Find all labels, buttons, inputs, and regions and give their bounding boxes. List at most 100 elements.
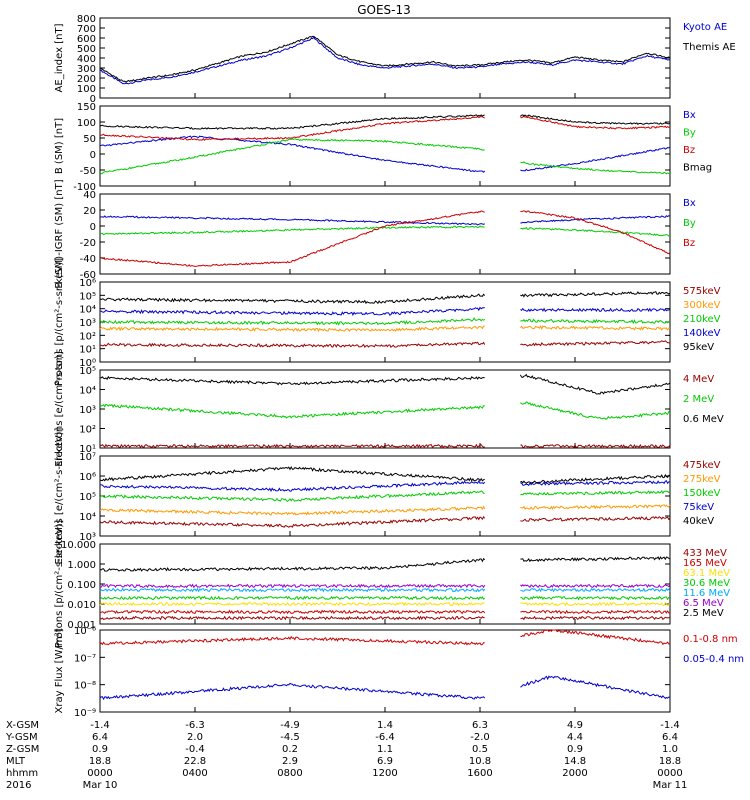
legend-bx: Bx: [683, 110, 696, 121]
series-line: [99, 114, 671, 130]
panel-3: 10⁰ 10¹ 10² 10³ 10⁴ 10⁵ 10⁶ Protons [p/(cm²-s-s…: [54, 258, 721, 386]
legend-275kev: 275keV: [683, 474, 721, 485]
y-tick-label: 10⁻⁷: [74, 653, 96, 664]
y-tick-label: 500: [77, 44, 96, 55]
y-tick-label: 10³: [79, 318, 96, 329]
x-axis-tick-label: -0.4: [185, 744, 205, 755]
x-axis-tick-label: 6.3: [472, 720, 488, 731]
legend-0.05-0.4-nm: 0.05-0.4 nm: [683, 654, 744, 665]
y-tick-label: 10³: [79, 405, 96, 416]
y-tick-label: 10⁴: [79, 305, 96, 316]
x-axis-tick-label: -6.4: [375, 732, 395, 743]
y-tick-label: 40: [83, 190, 96, 201]
y-tick-label: 0.010: [67, 600, 96, 611]
legend-bz: Bz: [683, 238, 695, 249]
series-line: [99, 615, 671, 621]
y-axis-label: Protons [p/(cm²-s-sr-keV)]: [54, 520, 65, 648]
legend-themis-ae: Themis AE: [682, 42, 736, 53]
y-tick-label: 10¹: [79, 345, 96, 356]
series-line: [99, 138, 671, 175]
y-tick-label: 10²: [79, 425, 96, 436]
y-tick-label: 150: [77, 102, 96, 113]
y-tick-label: 100: [77, 118, 96, 129]
x-axis-tick-label: Mar 10: [83, 780, 118, 791]
x-axis-tick-label: 1.4: [377, 720, 393, 731]
series-line: [99, 36, 671, 85]
legend-475kev: 475keV: [683, 460, 721, 471]
x-axis-tick-label: 1.1: [377, 744, 393, 755]
y-tick-label: 10⁻⁸: [74, 681, 96, 692]
x-axis-tick-label: 2.0: [187, 732, 203, 743]
legend-0.6-mev: 0.6 MeV: [683, 414, 724, 425]
legend-by: By: [683, 218, 696, 229]
x-axis-tick-label: 1200: [372, 768, 397, 779]
series-line: [99, 465, 671, 484]
x-axis-row-label: hhmm: [6, 768, 38, 779]
y-axis-label: Protons [p/(cm²-s-sr-keV)]: [54, 258, 65, 386]
series-line: [99, 210, 671, 268]
legend-kyoto-ae: Kyoto AE: [683, 22, 727, 33]
legend-11.6-mev: 11.6 MeV: [683, 588, 730, 599]
series-line: [99, 115, 671, 141]
legend-150kev: 150keV: [683, 488, 721, 499]
legend-140kev: 140keV: [683, 328, 721, 339]
x-axis-tick-label: 0000: [87, 768, 112, 779]
y-tick-label: -50: [80, 166, 96, 177]
x-axis-tick-label: 22.8: [184, 756, 206, 767]
y-axis-label: Electrons [e/(cm²-s-sr-keV)]: [54, 427, 65, 564]
series-line: [99, 609, 671, 615]
y-tick-label: 10⁵: [79, 366, 96, 377]
x-axis-tick-label: -6.3: [185, 720, 205, 731]
panel-4: 10¹ 10² 10³ 10⁴ 10⁵ Electrons [e/(cm²-s-sr)] 4…: [54, 351, 724, 467]
x-axis-tick-label: 1600: [467, 768, 492, 779]
series-line: [99, 489, 671, 502]
y-tick-label: 10⁷: [79, 452, 96, 463]
series-line: [99, 324, 671, 333]
x-axis-tick-label: 0.9: [567, 744, 583, 755]
x-axis-tick-label: -1.4: [90, 720, 110, 731]
legend-bx: Bx: [683, 198, 696, 209]
x-axis-tick-label: 10.8: [469, 756, 491, 767]
legend-575kev: 575keV: [683, 286, 721, 297]
x-axis-tick-label: 6.9: [377, 756, 393, 767]
panel-7: 10⁻⁹ 10⁻⁸ 10⁻⁷ 10⁻⁶ Xray Flux [W/m²] 0.1-0.8 …: [54, 626, 744, 719]
x-axis-tick-label: 0.9: [92, 744, 108, 755]
series-line: [100, 479, 671, 493]
y-axis-label: Xray Flux [W/m²]: [54, 628, 65, 713]
x-axis-tick-label: 0000: [657, 768, 682, 779]
y-tick-label: 10⁰: [79, 358, 96, 369]
y-tick-label: 700: [77, 24, 96, 35]
x-axis-tick-label: 0.2: [282, 744, 298, 755]
y-tick-label: 10³: [79, 532, 96, 543]
legend-6.5-mev: 6.5 MeV: [683, 598, 724, 609]
y-tick-label: -60: [80, 270, 96, 281]
legend-2.5-mev: 2.5 MeV: [683, 608, 724, 619]
legend-95kev: 95keV: [683, 342, 714, 353]
panel-1: 150 100 50 0 -50 -100 B (SM) [nT] Bx By Bz Bmag: [54, 102, 712, 193]
y-tick-label: 1.000: [67, 560, 96, 571]
y-tick-label: 10⁶: [79, 278, 96, 289]
y-tick-label: 10⁵: [79, 291, 96, 302]
legend-40kev: 40keV: [683, 516, 714, 527]
y-tick-label: 0.100: [67, 580, 96, 591]
series-line: [99, 291, 671, 305]
series-line: [99, 556, 671, 572]
x-axis-tick-label: -2.0: [470, 732, 490, 743]
panel-2: 40 20 0 -20 -40 -60 B (SM)-IGRF (SM) [nT] Bx By B…: [54, 179, 696, 288]
legend-bz: Bz: [683, 145, 695, 156]
x-axis-tick-label: 18.8: [89, 756, 111, 767]
series-line: [99, 629, 671, 646]
y-tick-label: 10⁻⁶: [74, 626, 96, 637]
x-axis-tick-label: 2000: [562, 768, 587, 779]
legend-165-mev: 165 MeV: [683, 558, 727, 569]
series-line: [99, 583, 671, 589]
x-axis-tick-label: 0400: [182, 768, 207, 779]
x-axis-row-label: Z-GSM: [6, 744, 39, 755]
series-line: [99, 373, 671, 395]
y-tick-label: -100: [73, 182, 96, 193]
x-axis-tick-label: -4.5: [280, 732, 300, 743]
y-tick-label: 50: [83, 134, 96, 145]
x-axis-tick-label: 6.4: [662, 732, 678, 743]
y-tick-label: -40: [80, 254, 96, 265]
